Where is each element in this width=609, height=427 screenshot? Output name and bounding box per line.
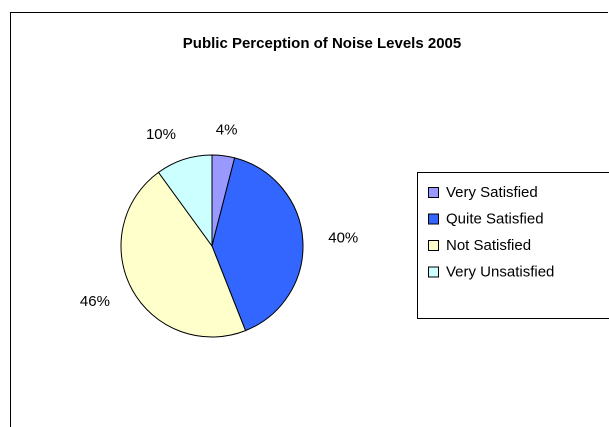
legend-label: Not Satisfied xyxy=(446,237,531,254)
data-label: 10% xyxy=(146,126,176,143)
legend-swatch xyxy=(428,187,439,198)
data-label: 40% xyxy=(328,230,358,247)
pie-slice xyxy=(211,157,304,332)
pie-slice xyxy=(157,154,213,248)
pie-slice xyxy=(120,171,247,338)
legend-label: Very Unsatisfied xyxy=(446,263,554,280)
legend-label: Quite Satisfied xyxy=(446,210,544,227)
legend-swatch xyxy=(428,240,439,251)
legend-box xyxy=(417,172,609,319)
chart-border xyxy=(10,12,608,427)
data-label: 46% xyxy=(80,293,110,310)
legend-label: Very Satisfied xyxy=(446,184,538,201)
chart-title: Public Perception of Noise Levels 2005 xyxy=(183,35,461,52)
data-label: 4% xyxy=(216,121,238,138)
legend-swatch xyxy=(428,213,439,225)
legend-swatch xyxy=(428,266,439,278)
